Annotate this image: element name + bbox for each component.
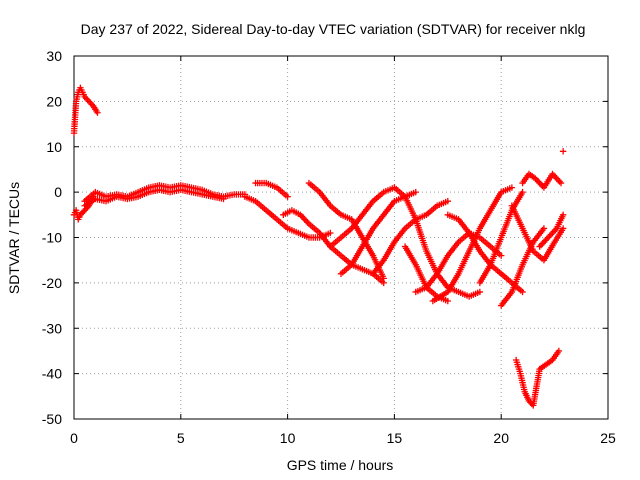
x-tick-label: 15 <box>387 430 403 446</box>
series-arc-g <box>369 198 451 277</box>
x-axis-label: GPS time / hours <box>287 457 394 473</box>
series-band-main <box>81 182 249 205</box>
data-point <box>498 252 505 259</box>
data-point <box>555 347 563 355</box>
series-arc-f <box>327 184 398 250</box>
data-point <box>476 288 484 296</box>
y-axis-label: SDTVAR / TECUs <box>6 182 22 294</box>
series-arc-q <box>536 211 567 250</box>
data-point <box>444 198 451 205</box>
y-tick-label: -50 <box>42 411 62 427</box>
chart-title: Day 237 of 2022, Sidereal Day-to-day VTE… <box>81 21 586 37</box>
series-arc-e <box>337 188 419 277</box>
data-point <box>540 225 548 232</box>
x-tick-label: 0 <box>70 430 78 446</box>
data-point <box>412 188 419 196</box>
series-arc-o <box>508 202 567 264</box>
data-points <box>70 84 567 409</box>
data-point <box>444 297 451 305</box>
x-tick-label: 25 <box>600 430 616 446</box>
y-tick-label: 0 <box>54 184 62 200</box>
data-point <box>94 109 101 116</box>
grid <box>74 56 608 419</box>
x-axis-ticks: 0 5 10 15 20 25 <box>70 56 616 446</box>
data-point <box>284 193 291 200</box>
data-point <box>559 225 567 232</box>
series-band-lower <box>81 186 227 209</box>
data-point <box>559 211 567 219</box>
series-arc-p <box>519 170 565 191</box>
series-arc-m <box>476 188 526 287</box>
series-arc-h <box>391 184 484 300</box>
data-point <box>559 148 567 155</box>
data-point <box>220 195 227 203</box>
series-low-cluster <box>512 347 563 409</box>
y-tick-label: -30 <box>42 320 62 336</box>
x-tick-label: 10 <box>280 430 296 446</box>
series-early-high <box>70 84 101 137</box>
x-tick-label: 20 <box>493 430 509 446</box>
x-tick-label: 5 <box>177 430 185 446</box>
y-tick-label: -40 <box>42 366 62 382</box>
data-point <box>519 288 526 296</box>
data-point <box>508 184 516 191</box>
series-arc-n <box>498 225 548 309</box>
y-tick-label: -20 <box>42 275 62 291</box>
y-axis-ticks: -50 -40 -30 -20 -10 0 10 20 30 <box>42 48 608 427</box>
data-point <box>327 229 334 237</box>
y-tick-label: 10 <box>46 139 62 155</box>
y-tick-label: -10 <box>42 230 62 246</box>
series-arc-d <box>305 179 387 282</box>
series-arc-b <box>252 179 291 200</box>
series-arc-k <box>429 184 516 305</box>
data-point <box>557 179 565 187</box>
series-arc-l <box>444 211 526 296</box>
series-early-low <box>70 193 97 223</box>
data-point <box>380 275 387 282</box>
data-point <box>519 188 526 196</box>
y-tick-label: 20 <box>46 93 62 109</box>
y-tick-label: 30 <box>46 48 62 64</box>
series-point-r <box>559 148 567 155</box>
